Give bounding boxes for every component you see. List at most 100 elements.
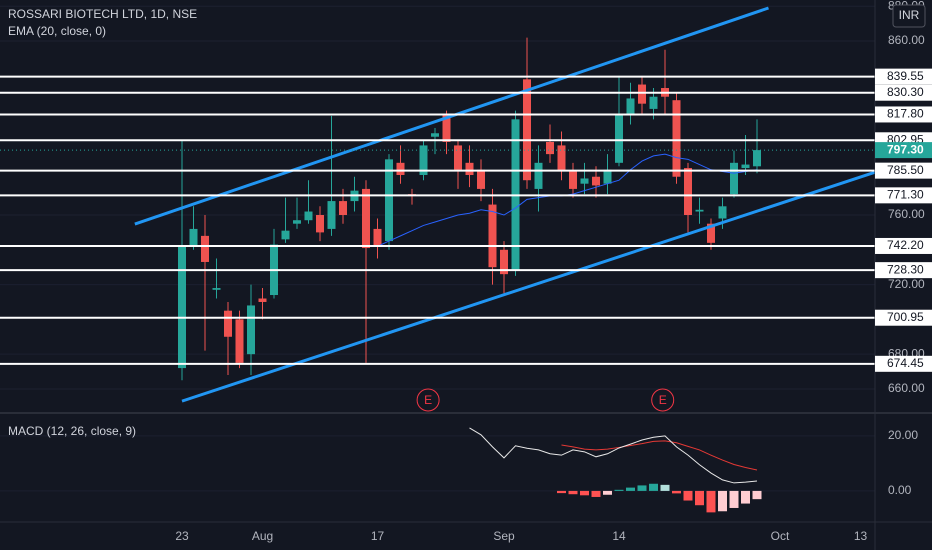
candle-body [235,319,244,363]
last-price-label: 797.30 [887,142,924,156]
candle-body [718,206,727,219]
event-label: E [659,393,667,407]
histogram-bar [683,490,693,501]
candle-body [212,288,221,290]
x-tick-label: Oct [771,529,790,543]
event-marker [416,388,440,412]
candle-body [247,305,255,355]
channel-line [134,6,769,226]
candle-body [592,176,600,186]
event-label: E [424,393,432,407]
level-box [875,106,932,123]
level-label: 700.95 [887,310,924,324]
currency-box[interactable] [892,4,926,28]
y-tick-label: 20.00 [888,428,918,442]
candle-body [534,162,543,189]
event-marker [651,388,675,412]
x-tick-label: 17 [371,529,385,543]
candle-body [362,188,370,249]
level-box [875,355,932,372]
candle-body [419,145,428,175]
histogram-bar [603,490,612,495]
candle-body [477,169,485,189]
candle-body [465,162,474,175]
macd-line [469,427,758,484]
level-label: 742.20 [887,238,924,252]
last-price-box [875,142,932,159]
level-box [875,68,932,85]
candle-body [304,211,313,221]
y-tick-label: 0.00 [888,483,912,497]
level-box [875,237,932,254]
candle-body [615,114,623,163]
candle-body [500,249,508,275]
candle-body [523,79,531,181]
y-tick-label: 720.00 [888,277,925,291]
candle-body [373,228,382,247]
level-label: 728.30 [887,262,924,276]
candle-body [672,100,681,177]
candle-body [454,145,462,170]
candle-body [707,223,715,243]
histogram-bar [706,490,716,513]
level-box [875,84,932,101]
level-label: 674.45 [887,356,924,370]
candle-body [224,310,232,337]
level-box [875,262,932,279]
histogram-bar [649,483,658,491]
x-tick-label: 13 [854,529,868,543]
candle-body [603,169,612,184]
chart-title: ROSSARI BIOTECH LTD, 1D, NSE [8,7,197,21]
candle-body [396,162,405,175]
indicator-label: EMA (20, close, 0) [8,24,106,38]
candle-body [626,98,635,115]
histogram-bar [729,490,739,508]
x-tick-label: 23 [175,529,189,543]
candle-body [753,150,761,167]
histogram-bar [637,485,647,491]
candle-body [488,204,497,268]
level-box [875,187,932,204]
candle-body [281,230,290,240]
level-label: 839.55 [887,69,924,83]
histogram-bar [718,490,727,512]
candle-body [684,168,692,216]
candle-body [327,201,336,229]
candle-body [431,133,439,137]
currency[interactable]: INR [899,8,920,22]
histogram-bar [752,490,762,500]
histogram-bar [580,490,589,496]
candle-body [546,141,554,155]
candle-body [385,159,393,242]
candle-body [580,178,589,184]
level-label: 830.30 [887,85,924,99]
candle-body [442,114,451,142]
level-label: 785.50 [887,163,924,177]
histogram-bar [591,490,601,497]
candle-body [189,228,198,247]
candle-body [695,209,704,212]
candle-body [741,164,750,169]
candle-body [638,84,646,104]
histogram-bar [741,490,750,504]
y-tick-label: 660.00 [888,381,925,395]
candle-body [730,162,738,195]
candle-body [293,220,301,224]
macd-title: MACD (12, 26, close, 9) [8,424,136,438]
histogram-bar [660,484,670,491]
candle-body [201,235,209,262]
histogram-bar [672,490,681,494]
x-tick-label: 14 [612,529,626,543]
histogram-bar [695,490,704,506]
candle-body [178,246,186,369]
candle-body [339,201,347,216]
y-tick-label: 760.00 [888,207,925,221]
candle-body [316,215,324,233]
y-tick-label: 860.00 [888,33,925,47]
x-tick-label: Aug [252,529,273,543]
candle-body [557,145,566,172]
histogram-bar [626,487,635,491]
